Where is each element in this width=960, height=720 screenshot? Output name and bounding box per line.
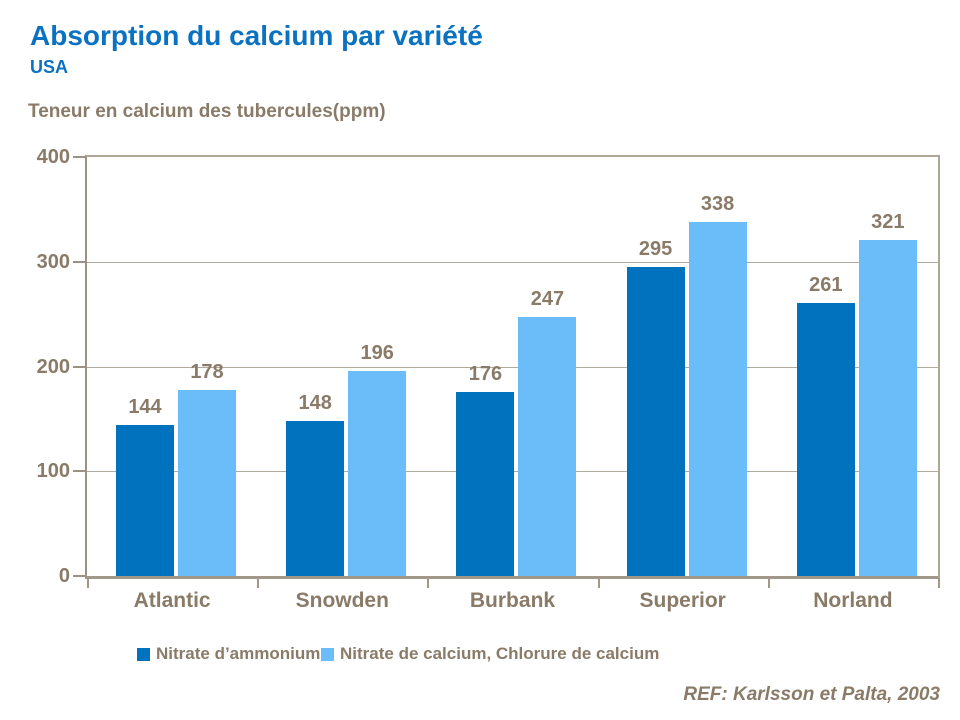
- bar-burbank-series2: [518, 317, 577, 576]
- gridline-200: [87, 366, 938, 368]
- bar-snowden-series2: [348, 370, 407, 576]
- bar-value-label: 176: [468, 362, 503, 385]
- bar-atlantic-series1: [116, 425, 174, 576]
- bar-norland-series2: [858, 239, 917, 576]
- bar-value-label: 247: [530, 288, 565, 311]
- y-axis-label-400: 400: [36, 146, 70, 168]
- bar-snowden-series1: [286, 420, 345, 576]
- legend-item-series2: Nitrate de calcium, Chlorure de calcium: [321, 644, 659, 664]
- legend-swatch-icon: [137, 647, 150, 661]
- bar-value-label: 261: [809, 273, 843, 296]
- bar-burbank-series1: [456, 391, 515, 576]
- bar-value-label: 196: [360, 341, 394, 364]
- bar-superior-series1: [626, 267, 685, 576]
- x-axis-label-atlantic: Atlantic: [133, 589, 211, 612]
- bar-value-label: 321: [871, 210, 905, 233]
- legend-label: Nitrate d’ammonium: [156, 644, 321, 663]
- y-axis-tick: [73, 575, 86, 577]
- x-axis-tick: [938, 579, 940, 588]
- bar-atlantic-series2: [178, 389, 236, 576]
- legend-swatch-icon: [321, 647, 334, 661]
- x-axis-tick: [257, 579, 260, 588]
- x-axis-label-superior: Superior: [639, 589, 726, 612]
- x-axis-label-snowden: Snowden: [295, 589, 389, 612]
- bar-group-burbank: 176 247: [429, 157, 599, 576]
- reference-footnote: REF: Karlsson et Palta, 2003: [683, 684, 940, 705]
- bar-value-label: 148: [298, 391, 332, 414]
- bar-value-label: 338: [700, 192, 735, 215]
- legend: Nitrate d’ammonium Nitrate de calcium, Ch…: [0, 644, 960, 668]
- y-axis-label-100: 100: [36, 460, 70, 483]
- x-axis-tick: [597, 579, 600, 588]
- bar-superior-series2: [688, 221, 747, 576]
- y-axis-label-200: 200: [36, 355, 70, 378]
- bar-norland-series1: [796, 302, 855, 576]
- slide-title: Absorption du calcium par variété: [30, 20, 483, 51]
- legend-label: Nitrate de calcium, Chlorure de calcium: [340, 644, 660, 663]
- x-axis-tick: [87, 579, 89, 588]
- slide-subtitle: USA: [30, 57, 69, 77]
- gridline-300: [87, 261, 938, 263]
- y-axis-tick: [73, 156, 86, 158]
- y-axis-label-0: 0: [58, 565, 70, 587]
- bar-group-norland: 261 321: [770, 157, 940, 576]
- bar-value-label: 295: [638, 238, 673, 260]
- bar-value-label: 178: [190, 360, 224, 383]
- x-axis-tick: [767, 579, 770, 588]
- plot-area: 144 178 148 196 176 247 295 338 261 321: [85, 155, 940, 579]
- x-axis-tick: [427, 579, 430, 588]
- y-axis-tick: [73, 260, 86, 263]
- bar-group-superior: 295 338: [600, 157, 770, 576]
- y-axis-tick: [73, 365, 86, 368]
- chart-axis-title: Teneur en calcium des tubercules(ppm): [28, 101, 386, 122]
- x-axis-label-norland: Norland: [813, 589, 893, 612]
- y-axis-tick: [73, 470, 86, 473]
- bar-group-atlantic: 144 178: [89, 157, 259, 576]
- x-axis-label-burbank: Burbank: [469, 589, 556, 612]
- y-axis-label-300: 300: [36, 250, 70, 273]
- legend-item-series1: Nitrate d’ammonium: [137, 644, 320, 664]
- bar-group-snowden: 148 196: [259, 157, 429, 576]
- bar-value-label: 144: [128, 396, 162, 419]
